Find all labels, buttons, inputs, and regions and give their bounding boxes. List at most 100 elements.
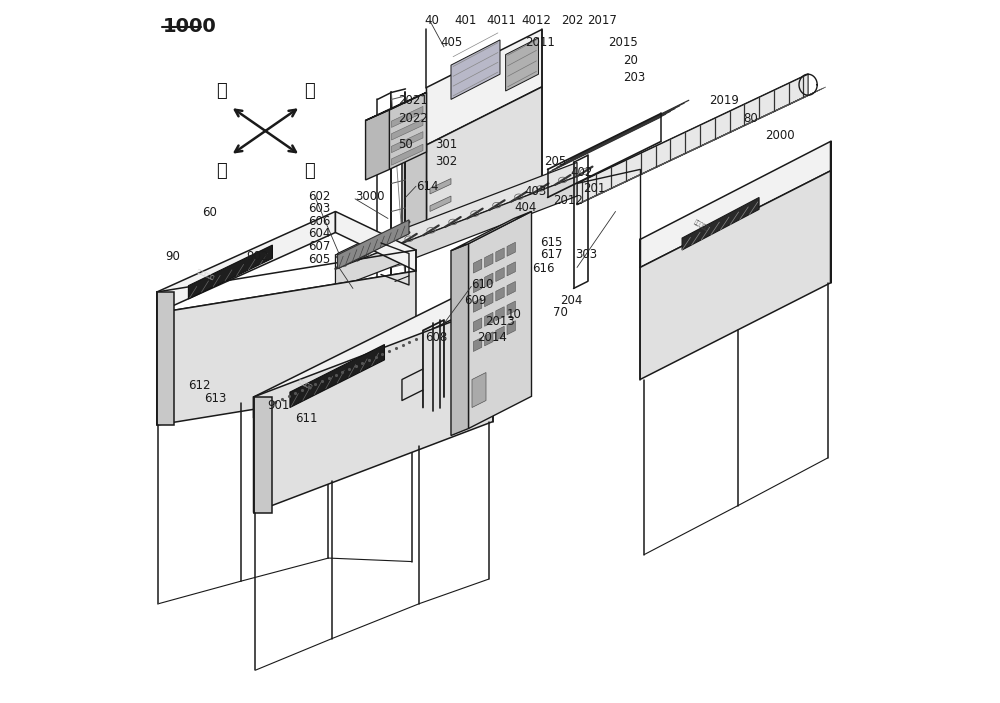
Text: 204: 204 [560, 294, 583, 307]
Text: 50: 50 [398, 138, 413, 151]
Text: 201: 201 [583, 182, 605, 195]
Text: 617: 617 [540, 248, 562, 262]
Text: 608: 608 [425, 331, 447, 344]
Text: 后: 后 [304, 82, 315, 101]
Polygon shape [485, 254, 493, 267]
Text: 80: 80 [744, 112, 758, 125]
Polygon shape [465, 292, 493, 327]
Polygon shape [426, 30, 542, 145]
Text: 2017: 2017 [588, 15, 617, 27]
Polygon shape [485, 292, 493, 307]
Polygon shape [451, 244, 468, 436]
Polygon shape [366, 92, 426, 120]
Text: 右: 右 [304, 162, 315, 180]
Polygon shape [682, 198, 759, 250]
Text: 404: 404 [514, 202, 536, 214]
Text: 车载测试区: 车载测试区 [693, 219, 709, 232]
Text: 左: 左 [216, 82, 227, 101]
Text: 302: 302 [435, 155, 457, 168]
Polygon shape [254, 292, 465, 418]
Polygon shape [496, 267, 504, 281]
Polygon shape [338, 220, 409, 269]
Text: 301: 301 [435, 138, 457, 151]
Polygon shape [468, 212, 532, 429]
Polygon shape [391, 106, 423, 127]
Text: 902: 902 [247, 250, 269, 264]
Text: 4012: 4012 [521, 15, 551, 27]
Polygon shape [451, 212, 532, 251]
Polygon shape [507, 243, 515, 257]
Text: 203: 203 [623, 71, 645, 84]
Text: 不良品收集区: 不良品收集区 [195, 268, 215, 280]
Polygon shape [473, 278, 482, 292]
Text: 90: 90 [165, 250, 180, 264]
Text: 401: 401 [454, 15, 477, 27]
Text: 前: 前 [216, 162, 227, 180]
Text: 610: 610 [471, 278, 494, 292]
Polygon shape [391, 119, 423, 140]
Text: 605: 605 [308, 252, 330, 266]
Text: 609: 609 [464, 294, 487, 307]
Polygon shape [473, 259, 482, 273]
Polygon shape [335, 176, 577, 288]
Text: 604: 604 [308, 227, 331, 240]
Polygon shape [485, 312, 493, 326]
Polygon shape [506, 38, 539, 91]
Text: 2019: 2019 [709, 94, 739, 108]
Text: 606: 606 [308, 214, 331, 228]
Text: 611: 611 [295, 411, 317, 425]
Text: 检品放置区: 检品放置区 [297, 378, 313, 389]
Text: 2021: 2021 [398, 94, 428, 108]
Polygon shape [389, 92, 426, 169]
Polygon shape [485, 273, 493, 287]
Text: 1000: 1000 [162, 17, 216, 36]
Polygon shape [507, 321, 515, 335]
Polygon shape [391, 131, 423, 153]
Polygon shape [451, 40, 500, 99]
Text: 70: 70 [553, 306, 568, 318]
Polygon shape [507, 262, 515, 276]
Polygon shape [485, 332, 493, 346]
Text: 612: 612 [188, 379, 211, 392]
Text: 10: 10 [506, 308, 521, 321]
Polygon shape [157, 212, 335, 313]
Polygon shape [640, 141, 831, 267]
Text: 2015: 2015 [608, 36, 638, 49]
Text: 901: 901 [268, 399, 290, 412]
Polygon shape [430, 179, 451, 194]
Text: 603: 603 [308, 202, 330, 215]
Text: 2022: 2022 [398, 112, 428, 125]
Text: 405: 405 [440, 36, 463, 49]
Text: 2011: 2011 [525, 36, 555, 49]
Polygon shape [496, 307, 504, 321]
Text: 402: 402 [571, 167, 593, 179]
Text: 613: 613 [205, 392, 227, 405]
Polygon shape [496, 287, 504, 301]
Text: 616: 616 [532, 262, 555, 276]
Polygon shape [254, 397, 272, 512]
Polygon shape [335, 162, 577, 269]
Text: 3000: 3000 [355, 190, 385, 202]
Polygon shape [157, 292, 174, 425]
Text: 602: 602 [308, 190, 331, 202]
Text: 205: 205 [544, 155, 566, 168]
Polygon shape [430, 214, 451, 229]
Text: 202: 202 [561, 15, 583, 27]
Polygon shape [496, 326, 504, 340]
Text: 2014: 2014 [478, 331, 507, 344]
Text: 607: 607 [308, 240, 331, 253]
Text: 40: 40 [424, 15, 439, 27]
Polygon shape [430, 196, 451, 212]
Text: 403: 403 [525, 186, 547, 198]
Polygon shape [640, 171, 831, 380]
Polygon shape [188, 245, 272, 299]
Polygon shape [402, 145, 426, 254]
Text: 4011: 4011 [487, 15, 517, 27]
Text: 614: 614 [416, 180, 438, 193]
Text: 20: 20 [623, 54, 638, 67]
Polygon shape [254, 306, 493, 512]
Polygon shape [473, 298, 482, 312]
Polygon shape [335, 212, 416, 271]
Text: 615: 615 [540, 236, 562, 250]
Text: 2000: 2000 [765, 129, 794, 142]
